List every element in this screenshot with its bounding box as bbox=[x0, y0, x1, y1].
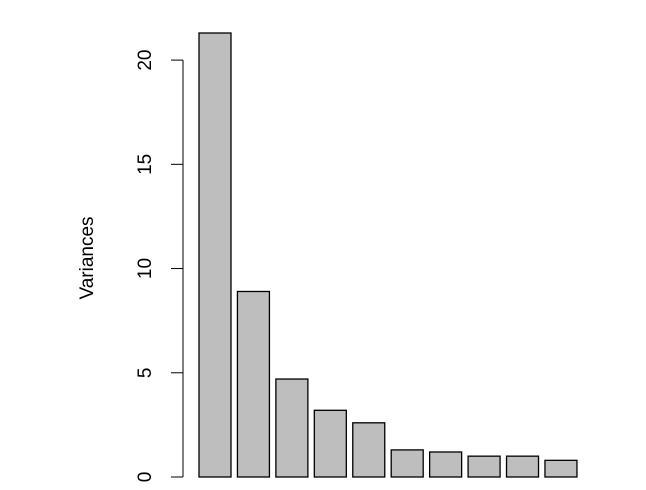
bar bbox=[236, 290, 271, 478]
bar bbox=[505, 455, 540, 478]
y-tick-label: 5 bbox=[135, 367, 156, 378]
bar bbox=[467, 455, 501, 478]
bar bbox=[352, 422, 386, 478]
bar bbox=[544, 459, 578, 478]
bar bbox=[275, 378, 309, 478]
bar bbox=[428, 451, 463, 478]
y-tick-label: 10 bbox=[135, 258, 156, 279]
bar bbox=[198, 32, 232, 478]
y-tick-label: 0 bbox=[135, 472, 156, 483]
y-tick-label: 20 bbox=[135, 50, 156, 71]
bar bbox=[390, 449, 424, 478]
bar bbox=[313, 409, 347, 478]
y-tick-label: 15 bbox=[135, 154, 156, 175]
y-axis-label: Variances bbox=[77, 216, 98, 299]
